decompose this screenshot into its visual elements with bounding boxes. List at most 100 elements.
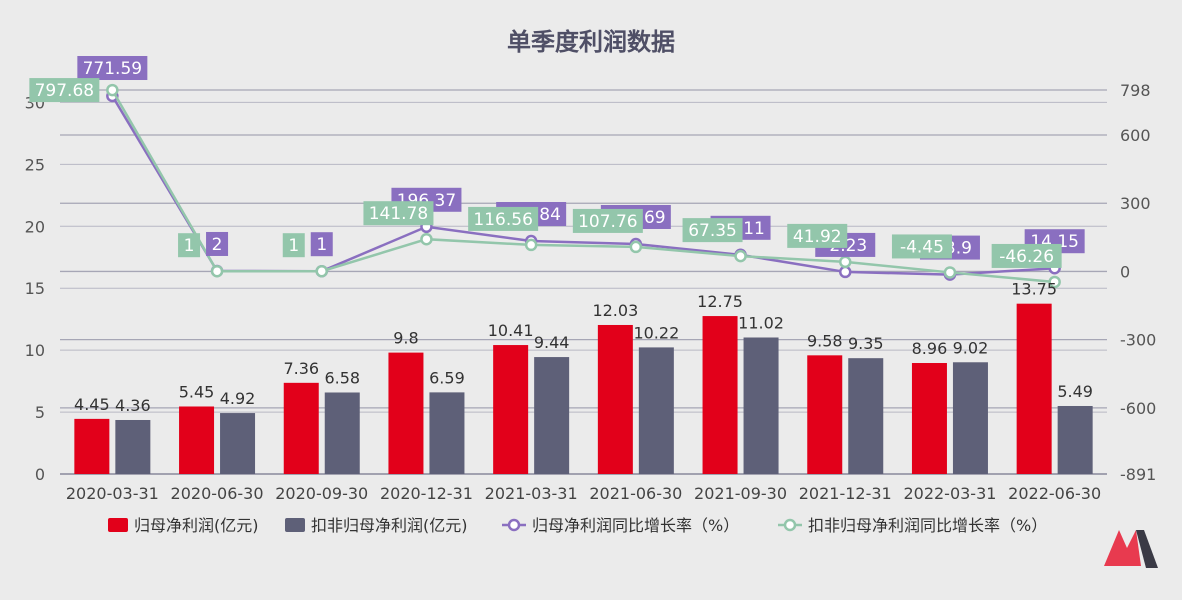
bar [807,355,843,474]
legend-marker [507,518,521,532]
bar [283,382,319,474]
label-text: 1 [184,236,195,256]
bar-value-label: 9.58 [807,331,843,350]
line-value-label: 1 [282,233,305,258]
bar [429,392,465,474]
bar [493,345,529,474]
right-axis-tick: 798 [1120,81,1151,100]
x-axis-tick: 2021-09-30 [694,484,787,503]
label-box [178,233,201,258]
legend-swatch [285,518,305,532]
line-value-label: 2 [206,231,229,256]
label-box [572,208,643,233]
left-axis-tick: 15 [25,279,45,298]
left-axis-tick: 5 [35,403,45,422]
label-box [787,223,848,248]
label-text: -4.45 [900,237,944,257]
bar-value-label: 9.44 [534,333,570,352]
label-box [77,56,148,81]
x-axis-tick: 2020-12-31 [380,484,473,503]
label-text: 1 [288,236,299,256]
bar [911,363,947,474]
bar-value-label: 4.45 [74,395,110,414]
line-value-label: 771.59 [77,56,148,81]
left-axis-tick: 20 [25,217,45,236]
line-point [315,264,328,278]
bar-value-label: 10.41 [488,321,534,340]
bar-value-label: 9.35 [848,334,884,353]
bar [638,347,674,474]
x-axis-tick: 2022-06-30 [1008,484,1101,503]
bar-value-label: 12.03 [592,301,638,320]
bar [115,419,151,474]
right-axis-tick: 600 [1120,126,1151,145]
legend-marker [783,518,797,532]
line-point [210,264,224,278]
label-box [282,233,305,258]
legend-item: 归母净利润(亿元) [108,516,259,535]
label-text: 771.59 [83,59,142,79]
line-point [1048,275,1061,289]
lines [106,83,1061,289]
line-value-label: 141.78 [363,201,434,226]
bar-value-label: 8.96 [912,339,948,358]
legend-label: 扣非归母净利润(亿元) [311,516,468,535]
label-text: 41.92 [793,227,842,247]
legend-label: 归母净利润同比增长率（%） [532,516,739,535]
line-value-label: 41.92 [787,223,848,248]
bar [597,324,633,474]
line-value-label: 67.35 [682,218,743,243]
bar [952,362,988,474]
line-value-label: 797.68 [29,78,100,103]
bar-value-label: 4.92 [220,389,256,408]
x-axis-tick: 2020-09-30 [275,484,368,503]
label-text: 1 [316,235,327,255]
bar [220,413,256,474]
bar [74,418,110,474]
line-point [629,240,643,254]
label-box [363,201,434,226]
line-value-label: -46.26 [991,243,1062,268]
bar-value-label: 5.49 [1057,382,1093,401]
label-box [310,232,333,257]
bar [848,358,884,474]
x-axis-tick: 2020-03-31 [66,484,159,503]
bar [702,316,738,474]
line-point [420,232,433,246]
bar-value-label: 5.45 [179,382,215,401]
label-box [206,231,229,256]
bar-value-label: 9.02 [953,338,989,357]
right-axis-tick: 0 [1120,262,1130,281]
label-text: 2 [212,235,223,255]
brand-logo-icon [1104,530,1158,568]
label-text: 797.68 [35,81,94,101]
line-point [943,266,957,279]
x-axis-tick: 2021-03-31 [485,484,578,503]
bar-value-label: 10.22 [633,323,679,342]
label-box [29,78,100,103]
bar-value-label: 13.75 [1011,280,1057,299]
legend-label: 扣非归母净利润同比增长率（%） [808,516,1047,535]
bar [1016,303,1052,474]
legend-item: 扣非归母净利润同比增长率（%） [778,516,1047,535]
bars [74,303,1093,474]
bar-value-label: 6.59 [429,368,465,387]
line-point [839,265,852,279]
line-point [524,238,538,252]
label-text: 107.76 [578,212,637,232]
bar-value-label: 9.8 [393,329,418,348]
x-axis-tick: 2021-12-31 [799,484,892,503]
bar-value-label: 7.36 [283,359,319,378]
bar [534,357,570,474]
line-point [734,249,747,263]
left-axis-tick: 25 [25,155,45,174]
bar-value-label: 4.36 [115,396,151,415]
series-line [111,89,1055,284]
bar [743,337,779,474]
bar [179,406,215,474]
label-text: 116.56 [473,210,532,230]
legend: 归母净利润(亿元) 扣非归母净利润(亿元) 归母净利润同比增长率（%） 扣非归母净利润… [108,516,1047,535]
line-value-label: 1 [178,233,201,258]
grid-lines [60,89,1107,475]
line-value-label: -4.45 [891,234,952,259]
